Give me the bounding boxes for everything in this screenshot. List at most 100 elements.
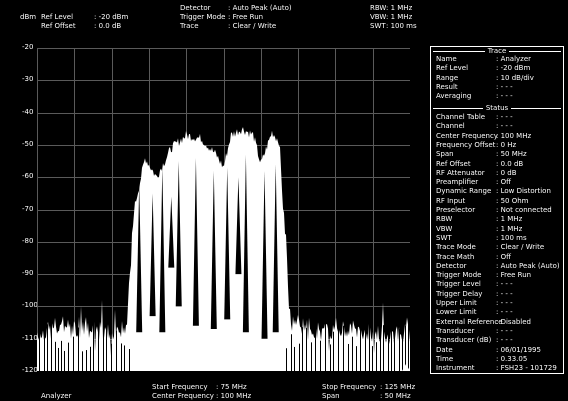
status-row-value: : Off [496,252,511,261]
status-row-value: : Not connected [496,206,552,214]
status-row-value: : 50 Ohm [496,196,529,205]
status-row-label: Channel Table [436,113,486,121]
status-row-value: : 1 MHz [496,224,523,233]
noise-gap [78,327,79,371]
status-row-value: : - - - [496,336,513,345]
noise-gap [320,340,321,371]
detector-label: Detector [180,4,211,12]
status-row: Ref Offset : 0.0 dB [436,159,523,168]
spectrum-plot[interactable] [37,48,410,371]
trace-row-value: : 10 dB/div [496,73,534,82]
noise-gap [356,346,357,371]
noise-gap [306,327,307,371]
trace-row: Ref Level: -20 dBm [436,65,530,72]
y-tick-label: -40 [22,107,34,116]
status-row-label: SWT [436,233,452,242]
status-row: Frequency Offset: 0 Hz [436,141,516,149]
marker-triangle-icon[interactable] [402,364,410,371]
status-row-value: : 0 Hz [496,140,517,149]
mode-label: Analyzer [41,392,72,400]
trigger-mode-value: : Free Run [228,13,264,21]
status-row: Instrument: FSH23 - 101729 [436,365,557,372]
status-row-label: Trace Mode [436,243,476,252]
detector-value: : Auto Peak (Auto) [228,4,292,12]
noise-gap [315,326,316,371]
noise-gap [391,330,392,371]
status-row-label: Preselector [436,206,476,214]
noise-gap [388,328,389,371]
trace-value: : Clear / Write [228,22,277,30]
y-tick-label: -120 [22,366,38,374]
status-row: Trace Mode : Clear / Write [436,243,544,252]
ref-offset-label: Ref Offset [41,22,76,30]
vbw-label: VBW [370,13,387,21]
status-row: External Reference: Disabled [436,317,531,326]
status-row-label: Trace Math [436,252,475,261]
noise-gap [294,346,295,371]
status-row-value: : Disabled [496,317,531,326]
status-row-value: : 0.0 dB [496,159,524,168]
status-row: Channel Table: - - - [436,113,513,121]
status-row-value: : Clear / Write [496,243,545,252]
status-row: Date: 06/01/1995 [436,346,541,354]
status-row-value: : FSH23 - 101729 [496,364,557,373]
noise-gap [90,346,91,371]
status-row: Dynamic Range: Low Distortion [436,188,551,195]
trace-row: Range : 10 dB/div [436,73,534,82]
noise-gap [383,325,384,371]
start-frequency-value: : 75 MHz [216,383,247,391]
noise-gap [325,322,326,371]
status-row-label: Transducer (dB) [436,336,492,345]
y-tick-label: -50 [22,139,34,148]
noise-gap [58,347,59,371]
status-row: VBW: 1 MHz [436,225,522,233]
noise-gap [82,351,83,371]
trace-fill [37,127,410,371]
noise-gap [348,343,349,371]
noise-gap [129,349,130,371]
noise-gap [39,326,40,371]
status-row-value: : - - - [496,299,513,307]
status-row-value: : - - - [496,308,513,317]
rbw-label: RBW [370,4,387,12]
status-row-label: Trigger Level [436,280,481,289]
trace-row-value: : - - - [496,82,513,91]
y-tick-label: -80 [22,236,34,245]
y-tick-label: -110 [22,333,38,342]
swt-value: : 100 ms [386,22,417,30]
noise-gap [73,336,74,371]
status-row-label: External Reference [436,317,503,326]
unit-label: dBm [20,13,37,21]
status-row-value: : 100 MHz [496,131,532,140]
trace-notch [235,177,242,275]
side-panel: Trace Name: Analyzer Ref Level: -20 dBm Ra… [430,46,564,374]
status-row: RF Attenuator: 0 dB [436,169,517,177]
noise-gap [61,340,62,371]
status-row: Trigger Delay: - - - [436,290,513,298]
trace-notch [272,164,279,333]
status-row-value: : Low Distortion [496,187,551,196]
trace-row-value: : -20 dBm [496,64,531,73]
noise-gap [330,344,331,371]
span-value: : 50 MHz [380,392,411,400]
status-row-label: Span [436,150,454,159]
noise-gap [394,336,395,371]
noise-gap [55,341,56,371]
noise-gap [64,350,65,371]
status-row-label: RF Input [436,196,466,205]
noise-gap [106,324,107,371]
status-row: Preamplifier: Off [436,179,511,186]
noise-gap [352,336,353,371]
status-row-label: Ref Offset [436,159,471,168]
noise-gap [311,342,312,371]
trace-row-label: Range [436,73,459,82]
trace-notch [159,167,166,333]
trace-row: Result: - - - [436,83,513,91]
noise-gap [369,319,370,371]
status-row: Time: 0.33.05 [436,355,527,363]
status-row: Preselector : Not connected [436,206,552,214]
trigger-mode-label: Trigger Mode [180,13,226,21]
status-row: RF Input : 50 Ohm [436,196,528,205]
noise-gap [47,324,48,371]
trace-row-value: : - - - [496,92,513,101]
